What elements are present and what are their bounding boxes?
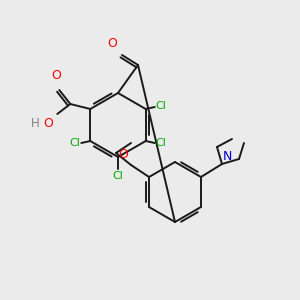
Text: O: O [44,117,53,130]
Text: Cl: Cl [156,138,167,148]
Text: H: H [31,117,39,130]
Text: O: O [107,37,117,50]
Text: O: O [118,148,128,161]
Text: N: N [223,150,232,163]
Text: Cl: Cl [156,101,167,111]
Text: O: O [51,69,61,82]
Text: Cl: Cl [69,138,80,148]
Text: Cl: Cl [112,171,123,181]
